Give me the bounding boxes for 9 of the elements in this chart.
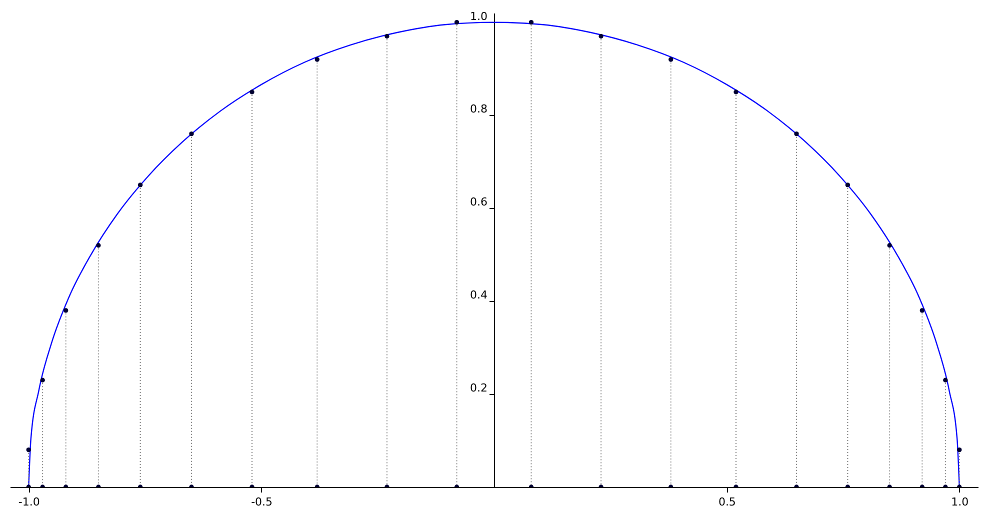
x-tick-label: 1.0 (951, 496, 969, 508)
y-tick-label: 0.4 (470, 288, 488, 302)
x-tick-label: -1.0 (18, 496, 40, 508)
y-tick-label: 0.2 (470, 382, 488, 395)
x-tick-label: 0.5 (718, 496, 736, 508)
y-tick-label: 0.6 (470, 196, 488, 209)
x-tick-label: -0.5 (251, 496, 273, 508)
y-tick-label: 0.8 (470, 102, 488, 116)
y-tick-label: 1.0 (470, 10, 488, 23)
